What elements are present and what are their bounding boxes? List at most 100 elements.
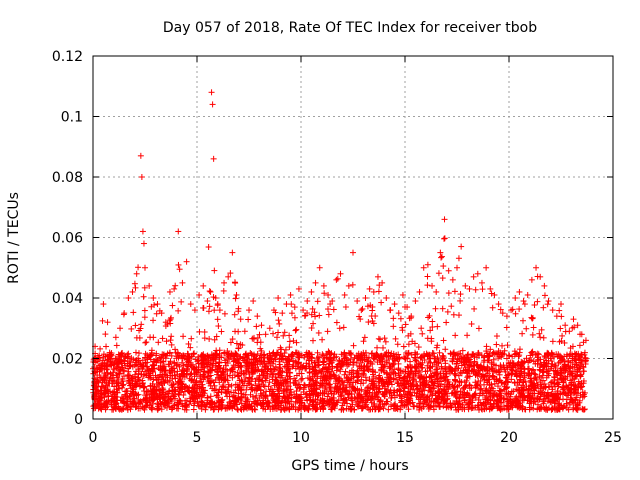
data-point bbox=[246, 307, 252, 314]
noise-point bbox=[444, 308, 451, 315]
noise-point bbox=[168, 406, 175, 413]
x-tick-label: 10 bbox=[292, 430, 310, 446]
noise-point bbox=[130, 309, 137, 316]
noise-point bbox=[255, 366, 262, 373]
noise-point bbox=[443, 319, 450, 326]
data-point bbox=[154, 301, 161, 308]
noise-point bbox=[434, 342, 441, 349]
data-point bbox=[221, 279, 228, 286]
noise-point bbox=[133, 403, 140, 410]
data-point bbox=[237, 316, 244, 323]
noise-point bbox=[303, 349, 310, 356]
noise-point bbox=[483, 392, 490, 399]
x-tick-label: 20 bbox=[500, 430, 518, 446]
data-point bbox=[462, 282, 469, 289]
noise-point bbox=[493, 341, 500, 348]
noise-point bbox=[286, 338, 293, 345]
noise-point bbox=[388, 394, 395, 401]
noise-point bbox=[448, 390, 455, 397]
noise-point bbox=[509, 306, 516, 313]
data-point bbox=[258, 322, 265, 329]
noise-point bbox=[292, 327, 299, 334]
noise-point bbox=[556, 307, 563, 314]
noise-point bbox=[394, 341, 401, 348]
noise-point bbox=[529, 366, 536, 373]
noise-point bbox=[235, 305, 242, 312]
noise-point bbox=[497, 306, 504, 313]
noise-point bbox=[172, 282, 179, 289]
noise-point bbox=[342, 368, 349, 375]
noise-point bbox=[238, 400, 245, 407]
noise-point bbox=[395, 360, 402, 367]
data-point bbox=[370, 288, 377, 295]
noise-point bbox=[150, 334, 157, 341]
data-point bbox=[391, 301, 398, 308]
noise-point bbox=[475, 378, 482, 385]
noise-point bbox=[142, 403, 149, 410]
noise-point bbox=[123, 388, 130, 395]
noise-point bbox=[438, 254, 445, 261]
noise-point bbox=[273, 334, 280, 341]
noise-point bbox=[529, 315, 536, 322]
noise-point bbox=[210, 294, 217, 301]
data-point bbox=[358, 307, 365, 314]
data-point bbox=[112, 334, 119, 341]
data-point bbox=[558, 301, 564, 308]
noise-point bbox=[334, 275, 341, 282]
noise-point bbox=[499, 342, 506, 349]
data-point bbox=[266, 325, 273, 332]
noise-point bbox=[193, 377, 200, 384]
data-point bbox=[142, 264, 148, 271]
noise-point bbox=[579, 394, 586, 401]
noise-point bbox=[314, 298, 321, 305]
noise-point bbox=[488, 290, 495, 297]
noise-point bbox=[131, 280, 138, 287]
noise-point bbox=[394, 406, 401, 413]
data-point bbox=[524, 291, 531, 298]
noise-point bbox=[521, 301, 528, 308]
noise-point bbox=[531, 301, 538, 308]
data-point bbox=[183, 258, 190, 265]
noise-point bbox=[491, 397, 498, 404]
noise-point bbox=[250, 335, 257, 342]
noise-point bbox=[227, 398, 234, 405]
data-point bbox=[300, 307, 307, 314]
grid-layer bbox=[93, 56, 613, 419]
data-point bbox=[545, 298, 552, 305]
noise-point bbox=[275, 329, 282, 336]
noise-point bbox=[332, 380, 339, 387]
noise-point bbox=[516, 306, 523, 313]
noise-point bbox=[148, 347, 155, 354]
noise-point bbox=[242, 374, 249, 381]
noise-point bbox=[199, 381, 206, 388]
data-point bbox=[279, 310, 286, 317]
noise-point bbox=[374, 344, 381, 351]
data-point bbox=[503, 313, 510, 320]
noise-point bbox=[487, 346, 494, 353]
noise-point bbox=[392, 335, 399, 342]
y-tick-label: 0.12 bbox=[52, 49, 83, 65]
noise-point bbox=[455, 255, 462, 262]
noise-point bbox=[281, 350, 288, 357]
noise-point bbox=[561, 361, 568, 368]
data-point bbox=[233, 291, 240, 298]
noise-point bbox=[150, 317, 157, 324]
noise-point bbox=[207, 393, 214, 400]
noise-point bbox=[163, 338, 170, 345]
noise-point bbox=[541, 352, 548, 359]
noise-point bbox=[419, 330, 426, 337]
noise-point bbox=[272, 366, 279, 373]
noise-point bbox=[140, 293, 147, 300]
data-point bbox=[420, 264, 427, 271]
noise-point bbox=[441, 235, 448, 242]
chart-title: Day 057 of 2018, Rate Of TEC Index for r… bbox=[163, 20, 537, 36]
noise-point bbox=[327, 301, 334, 308]
data-point bbox=[570, 316, 577, 323]
noise-point bbox=[534, 298, 541, 305]
noise-point bbox=[523, 325, 530, 332]
data-point bbox=[125, 295, 132, 301]
noise-point bbox=[120, 381, 127, 388]
noise-point bbox=[418, 354, 425, 361]
noise-point bbox=[338, 392, 345, 399]
noise-point bbox=[135, 366, 142, 373]
